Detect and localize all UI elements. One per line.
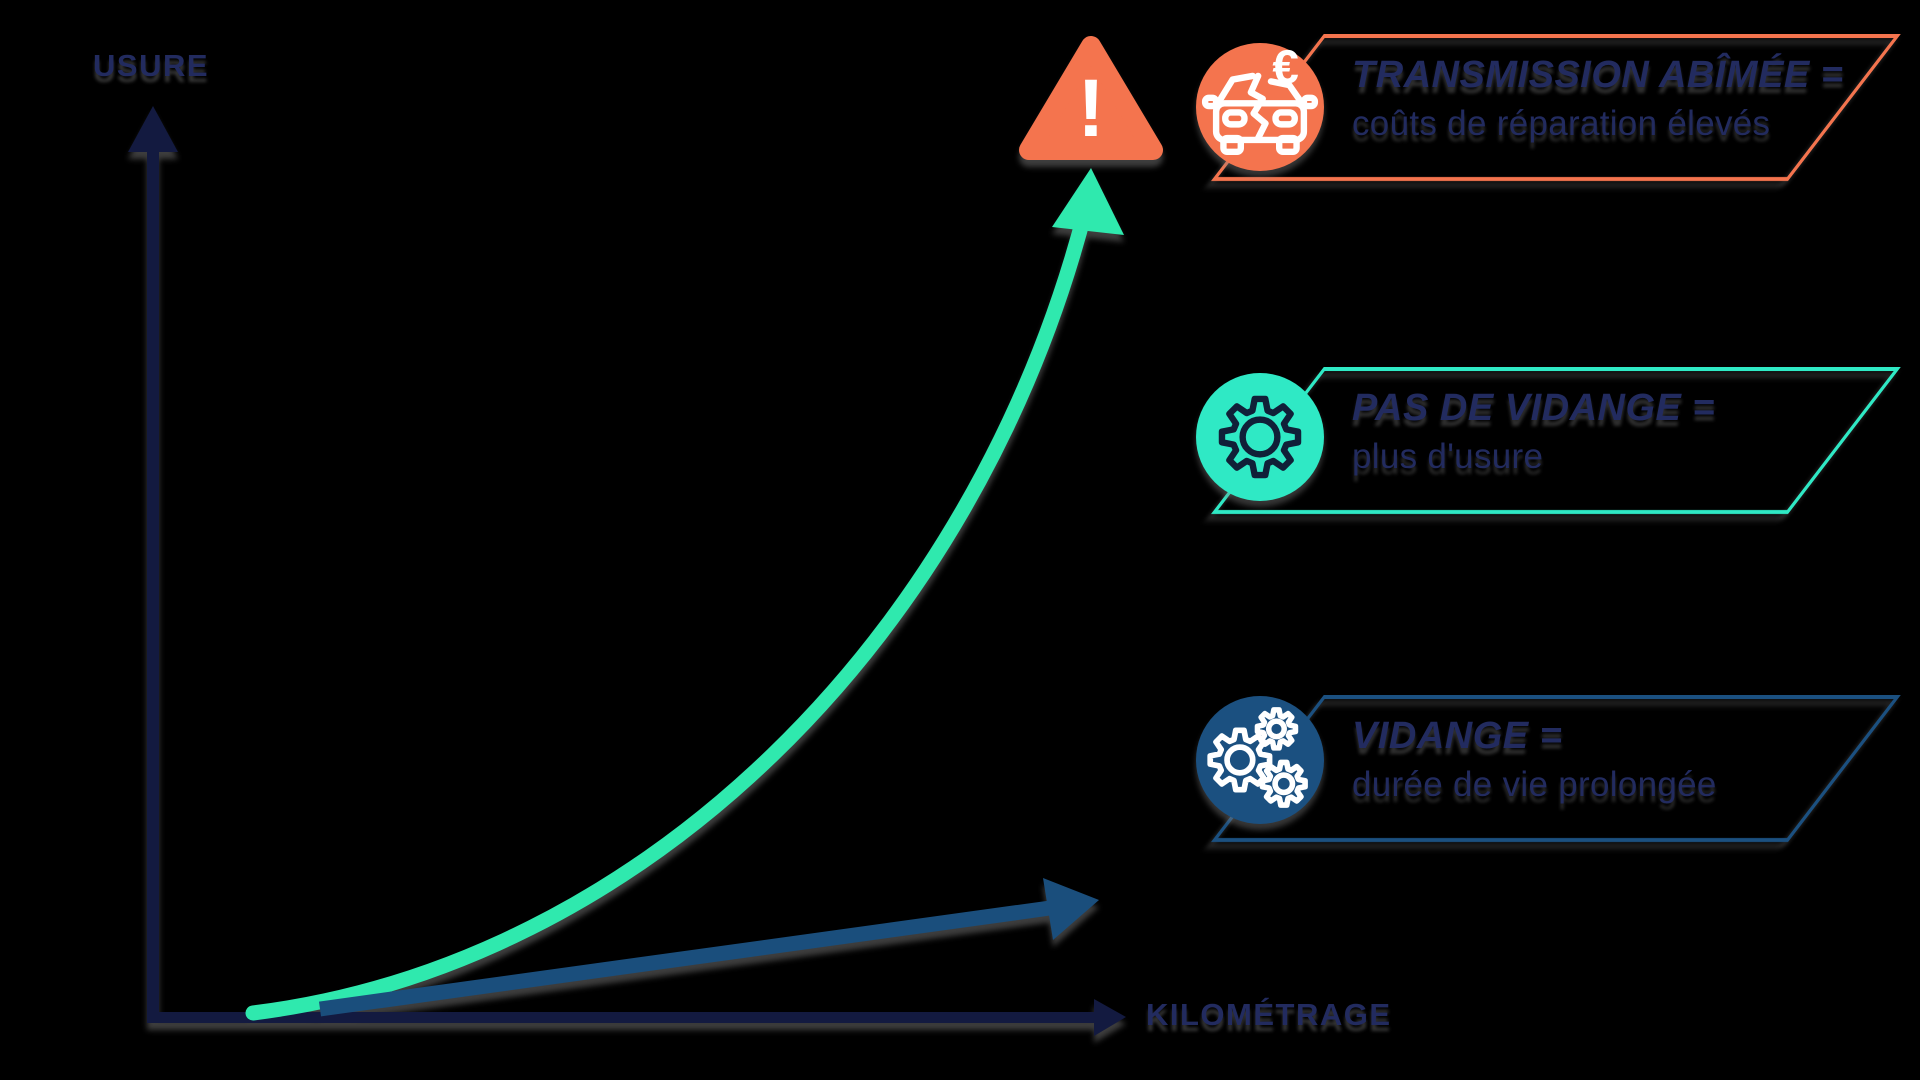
legend-subtitle-no-oil-change: plus d'usure <box>1352 437 1544 476</box>
legend-title-transmission: TRANSMISSION ABÎMÉE = <box>1352 54 1844 96</box>
legend-icon-circle-no-oil-change <box>1196 373 1324 501</box>
x-axis <box>147 999 1126 1036</box>
legend-title-oil-change: VIDANGE = <box>1352 715 1563 757</box>
warning-triangle-icon: ! <box>1019 36 1163 160</box>
legend-subtitle-transmission: coûts de réparation élevés <box>1352 104 1771 143</box>
y-axis-label: USURE <box>93 48 210 83</box>
x-axis-label: KILOMÉTRAGE <box>1146 997 1392 1032</box>
no-oil-change-arrowhead <box>1052 168 1124 235</box>
warning-exclamation: ! <box>1077 63 1104 154</box>
oil-change-arrowhead <box>1043 878 1099 940</box>
gears-icon <box>1207 707 1308 808</box>
gear-icon <box>1218 395 1302 479</box>
euro-badge: € <box>1272 43 1298 94</box>
y-axis <box>128 106 178 1023</box>
no-oil-change-curve <box>245 168 1124 1021</box>
legend-icon-circle-transmission: € <box>1196 43 1324 171</box>
car-crash-euro-icon: € <box>1201 43 1319 155</box>
oil-change-line <box>318 878 1099 1017</box>
legend-title-no-oil-change: PAS DE VIDANGE = <box>1352 387 1716 429</box>
legend-icon-circle-oil-change <box>1196 696 1324 824</box>
legend-subtitle-oil-change: durée de vie prolongée <box>1352 765 1717 804</box>
